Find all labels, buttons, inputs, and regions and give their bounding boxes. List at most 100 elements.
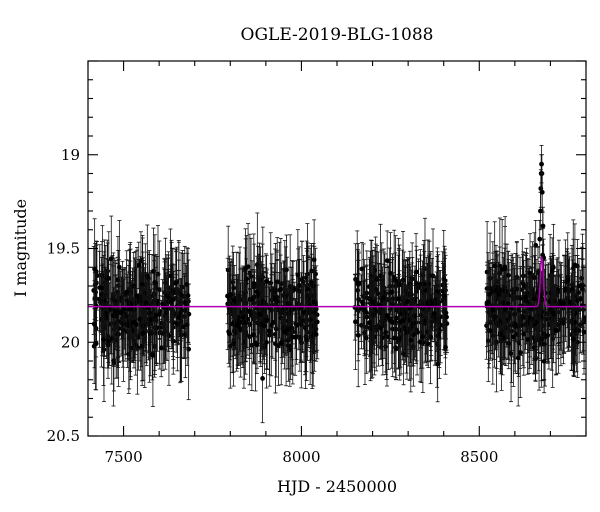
data-point [434, 297, 439, 302]
data-point [523, 294, 529, 300]
data-point [144, 273, 150, 279]
data-point [282, 329, 287, 335]
data-point [375, 291, 381, 297]
data-point [254, 342, 260, 348]
data-point [314, 319, 320, 325]
data-point [565, 277, 571, 283]
data-point [545, 333, 551, 339]
data-point [134, 293, 140, 299]
y-axis-label: I magnitude [11, 199, 30, 297]
data-point [435, 361, 441, 367]
data-point [118, 310, 124, 316]
data-point [254, 289, 259, 295]
data-point [170, 297, 176, 303]
data-point [270, 320, 276, 325]
data-point [493, 287, 499, 293]
data-point [356, 280, 362, 286]
data-points [91, 144, 587, 424]
data-point [393, 346, 399, 352]
data-point [355, 332, 361, 338]
data-point [367, 296, 373, 302]
data-point [249, 313, 254, 318]
data-point [515, 355, 521, 361]
data-point [128, 345, 133, 351]
data-point [284, 267, 289, 273]
data-point [412, 313, 417, 319]
data-point [136, 262, 142, 268]
data-point [411, 332, 416, 338]
data-point [180, 324, 186, 330]
data-point [166, 295, 171, 301]
data-point [485, 299, 491, 305]
data-point [393, 278, 398, 284]
data-point [92, 266, 98, 272]
data-point [126, 323, 132, 329]
data-point [555, 286, 561, 292]
data-point [559, 320, 565, 326]
data-point [563, 286, 569, 292]
data-point [226, 331, 232, 337]
data-point [121, 306, 127, 312]
data-point [417, 339, 423, 345]
data-point [124, 289, 130, 295]
data-point [168, 273, 173, 279]
data-point [140, 330, 146, 336]
data-point [176, 315, 182, 320]
data-point [540, 223, 546, 229]
model-curve [88, 255, 586, 308]
data-point [286, 343, 291, 349]
data-point [110, 296, 115, 302]
data-point [425, 341, 431, 347]
data-point [434, 301, 440, 307]
data-point [173, 280, 179, 286]
data-point [106, 338, 112, 344]
y-tick-label: 20 [61, 333, 80, 351]
data-point [289, 325, 295, 331]
data-point [393, 315, 399, 321]
data-point [295, 272, 301, 278]
data-point [408, 337, 414, 343]
data-point [177, 310, 183, 316]
data-point [148, 317, 154, 323]
data-point [374, 276, 380, 282]
data-point [501, 335, 507, 341]
x-tick-label: 7500 [104, 448, 142, 466]
data-point [521, 283, 527, 288]
data-point [184, 282, 190, 287]
data-point [534, 319, 540, 325]
data-point [353, 319, 358, 325]
data-point [120, 327, 126, 333]
data-point [431, 311, 437, 316]
data-point [258, 322, 264, 327]
data-point [266, 328, 272, 334]
data-point [539, 337, 545, 342]
data-point [508, 351, 514, 356]
data-point [517, 350, 523, 355]
data-point [93, 325, 99, 331]
data-point [308, 317, 313, 322]
data-point [525, 337, 531, 342]
data-point [251, 281, 257, 286]
data-point [311, 299, 317, 305]
data-point [182, 308, 188, 314]
data-point [355, 287, 361, 293]
data-point [106, 275, 112, 281]
data-point [572, 262, 578, 268]
data-point [537, 236, 543, 242]
data-point [428, 334, 434, 340]
data-point [581, 329, 587, 335]
data-point [502, 306, 508, 312]
data-point [571, 319, 577, 325]
data-point [389, 289, 395, 295]
data-point [131, 283, 137, 289]
data-point [92, 321, 97, 327]
x-axis-label: HJD - 2450000 [277, 477, 397, 496]
data-point [490, 308, 496, 313]
data-point [175, 321, 180, 327]
data-point [231, 298, 237, 303]
data-point [273, 326, 279, 332]
data-point [278, 286, 284, 292]
data-point [436, 332, 442, 337]
data-point [139, 343, 145, 349]
